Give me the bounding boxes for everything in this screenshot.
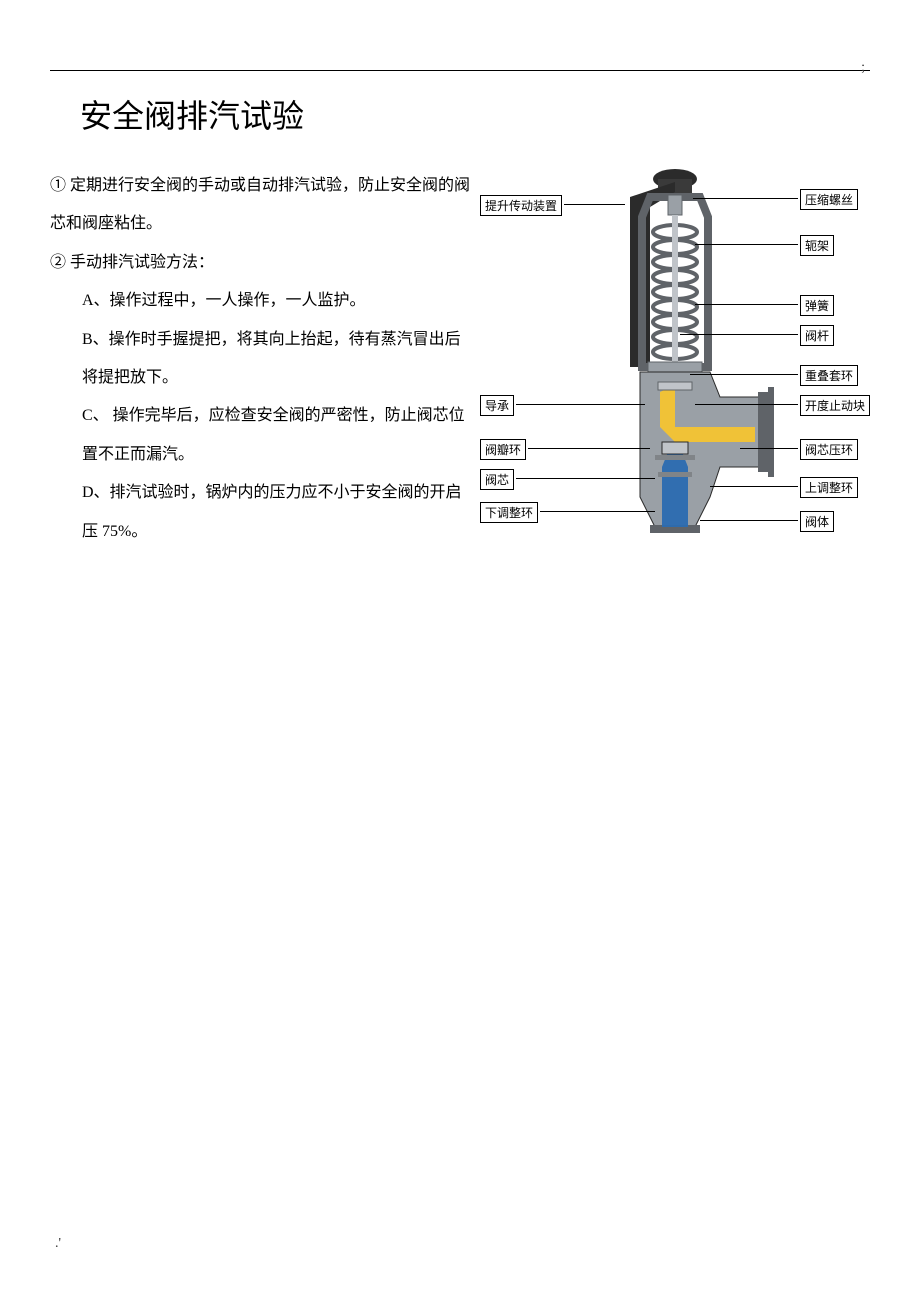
diagram-label-left: 提升传动装置 xyxy=(480,195,562,216)
leader-line xyxy=(695,304,798,305)
leader-line xyxy=(710,486,798,487)
page-mark-top: ; xyxy=(861,60,865,76)
diagram-label-right: 轭架 xyxy=(800,235,834,256)
para-2: ② 手动排汽试验方法： xyxy=(50,244,470,282)
diagram-label-left: 导承 xyxy=(480,395,514,416)
para-a: A、操作过程中，一人操作，一人监护。 xyxy=(50,282,470,320)
diagram-label-right: 压缩螺丝 xyxy=(800,189,858,210)
leader-line xyxy=(690,374,798,375)
para-b: B、操作时手握提把，将其向上抬起，待有蒸汽冒出后将提把放下。 xyxy=(50,321,470,398)
leader-line xyxy=(695,404,798,405)
diagram-label-right: 阀杆 xyxy=(800,325,834,346)
diagram-label-right: 弹簧 xyxy=(800,295,834,316)
content-wrap: ① 定期进行安全阀的手动或自动排汽试验，防止安全阀的阀芯和阀座粘住。 ② 手动排… xyxy=(50,167,870,551)
valve-diagram: 提升传动装置导承阀瓣环阀芯下调整环 压缩螺丝轭架弹簧阀杆重叠套环开度止动块阀芯压环… xyxy=(480,167,870,547)
valve-svg xyxy=(600,167,780,537)
diagram-label-right: 重叠套环 xyxy=(800,365,858,386)
diagram-label-left: 阀芯 xyxy=(480,469,514,490)
diagram-label-right: 上调整环 xyxy=(800,477,858,498)
diagram-label-right: 阀体 xyxy=(800,511,834,532)
diagram-label-right: 阀芯压环 xyxy=(800,439,858,460)
diagram-label-left: 阀瓣环 xyxy=(480,439,526,460)
text-column: ① 定期进行安全阀的手动或自动排汽试验，防止安全阀的阀芯和阀座粘住。 ② 手动排… xyxy=(50,167,470,551)
leader-line xyxy=(516,404,645,405)
leader-line xyxy=(695,244,798,245)
leader-line xyxy=(693,198,798,199)
leader-line xyxy=(680,334,798,335)
para-d: D、排汽试验时，锅炉内的压力应不小于安全阀的开启压 75%。 xyxy=(50,474,470,551)
top-rule xyxy=(50,70,870,71)
para-1: ① 定期进行安全阀的手动或自动排汽试验，防止安全阀的阀芯和阀座粘住。 xyxy=(50,167,470,244)
leader-line xyxy=(564,204,625,205)
leader-line xyxy=(528,448,650,449)
leader-line xyxy=(740,448,798,449)
leader-line xyxy=(516,478,655,479)
leader-line xyxy=(700,520,798,521)
page-title: 安全阀排汽试验 xyxy=(80,91,870,137)
para-c: C、 操作完毕后，应检查安全阀的严密性，防止阀芯位置不正而漏汽。 xyxy=(50,397,470,474)
diagram-label-right: 开度止动块 xyxy=(800,395,870,416)
leader-line xyxy=(540,511,655,512)
diagram-label-left: 下调整环 xyxy=(480,502,538,523)
page-mark-bottom: .' xyxy=(55,1236,61,1252)
